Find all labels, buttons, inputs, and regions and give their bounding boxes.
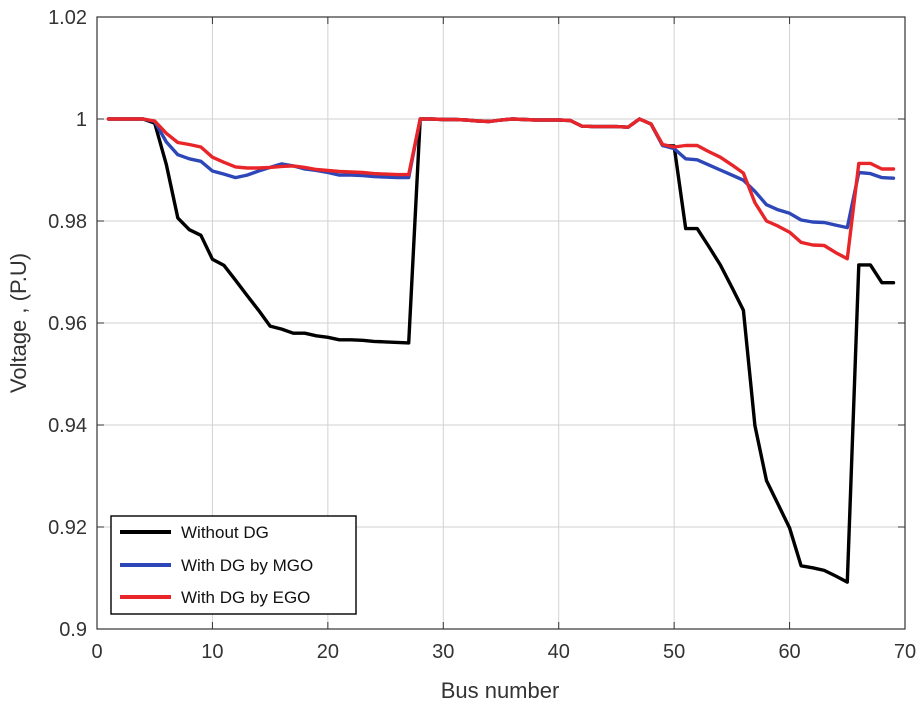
y-tick-label-4: 0.98 — [48, 211, 87, 233]
y-tick-label-3: 0.96 — [48, 313, 87, 335]
y-tick-label-1: 0.92 — [48, 517, 87, 539]
series-line-with-dg-ego — [106, 117, 896, 261]
y-tick-label-5: 1 — [76, 109, 87, 131]
x-tick-label-0: 0 — [91, 641, 102, 663]
x-tick-label-7: 70 — [894, 641, 916, 663]
y-tick-label-0: 0.9 — [59, 619, 87, 641]
x-tick-label-2: 20 — [317, 641, 339, 663]
series-layer — [106, 117, 896, 584]
x-tick-label-6: 60 — [778, 641, 800, 663]
legend-label-mgo: With DG by MGO — [181, 556, 313, 575]
y-tick-label-2: 0.94 — [48, 415, 87, 437]
x-tick-label-3: 30 — [432, 641, 454, 663]
legend-label-without-dg: Without DG — [181, 523, 269, 542]
plot-border — [96, 16, 906, 630]
x-axis-label: Bus number — [441, 678, 560, 703]
axis-layer: 0 10 20 30 40 50 60 70 0.9 0.92 0.94 0.96 0.98 1 1.02 — [48, 7, 916, 663]
plot-frame — [96, 16, 906, 630]
y-axis-label: Voltage , (P.U) — [6, 253, 31, 393]
x-tick-label-4: 40 — [548, 641, 570, 663]
x-tick-label-5: 50 — [663, 641, 685, 663]
legend: Without DG With DG by MGO With DG by EGO — [110, 515, 357, 615]
y-tick-label-6: 1.02 — [48, 7, 87, 29]
x-tick-label-1: 10 — [201, 641, 223, 663]
legend-label-ego: With DG by EGO — [181, 588, 310, 607]
